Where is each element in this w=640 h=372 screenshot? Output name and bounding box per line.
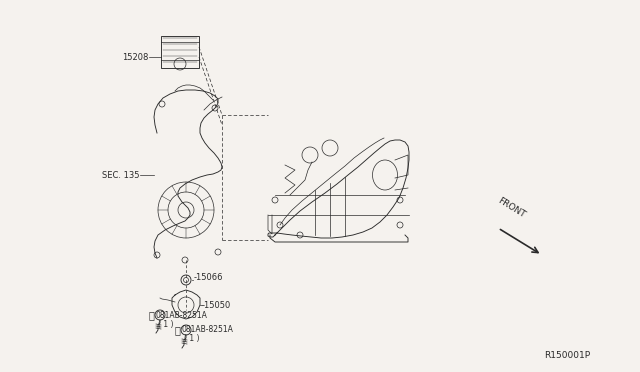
Text: 081AB-8251A: 081AB-8251A — [155, 311, 207, 320]
Text: -15066: -15066 — [194, 273, 223, 282]
Text: Ⓑ: Ⓑ — [174, 325, 180, 335]
Text: Ⓑ: Ⓑ — [148, 310, 154, 320]
Text: FRONT: FRONT — [496, 196, 527, 220]
Text: R150001P: R150001P — [544, 351, 590, 360]
Text: 081AB-8251A: 081AB-8251A — [181, 326, 233, 334]
Text: ( 1 ): ( 1 ) — [158, 320, 173, 328]
Text: 15208: 15208 — [122, 52, 148, 61]
Text: SEC. 135: SEC. 135 — [102, 170, 139, 180]
Bar — [161, 36, 199, 68]
Text: -15050: -15050 — [202, 301, 231, 310]
Text: ( 1 ): ( 1 ) — [184, 334, 200, 343]
